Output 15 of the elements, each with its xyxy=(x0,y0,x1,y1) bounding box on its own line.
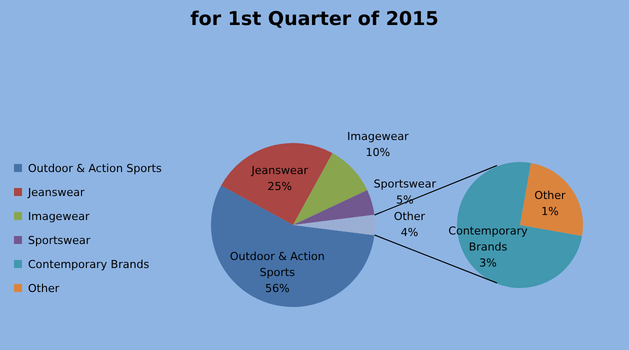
slice-label: Outdoor & Action Sports xyxy=(230,250,325,280)
data-label: 10% xyxy=(366,146,390,160)
data-label: 1% xyxy=(541,204,559,218)
legend-label: Other xyxy=(28,282,60,294)
slice-label: Jeanswear xyxy=(250,164,308,178)
slice-label: Other xyxy=(534,188,566,202)
chart-title: for 1st Quarter of 2015 xyxy=(189,8,440,30)
legend-label: Sportswear xyxy=(28,234,90,246)
slice-label: Imagewear xyxy=(347,130,410,144)
data-label: 25% xyxy=(268,180,292,194)
legend-label: Outdoor & Action Sports xyxy=(28,162,162,174)
legend-label: Imagewear xyxy=(28,210,90,222)
legend-label: Contemporary Brands xyxy=(28,258,150,270)
data-label: 56% xyxy=(265,282,290,296)
legend-label: Jeanswear xyxy=(28,186,84,198)
